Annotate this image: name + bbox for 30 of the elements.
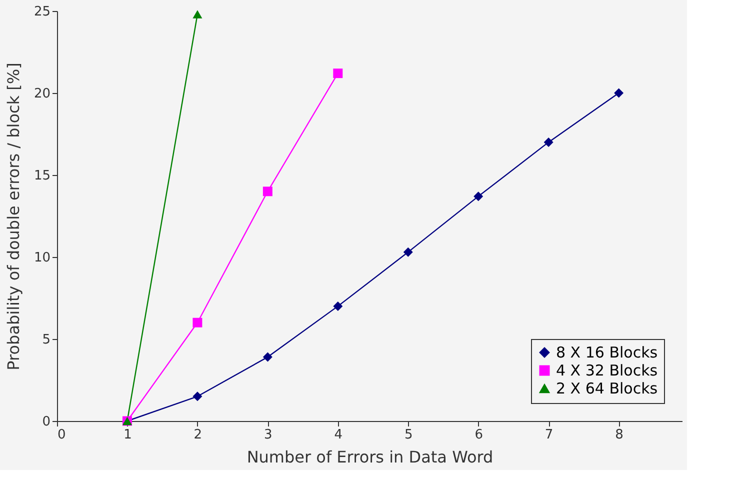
point <box>614 88 624 98</box>
x-tick-label: 6 <box>474 428 483 442</box>
x-tick-label: 1 <box>124 428 132 442</box>
point <box>333 301 343 311</box>
point <box>544 137 554 147</box>
point <box>192 392 202 402</box>
point <box>262 186 272 196</box>
y-axis-title: Probability of double errors / block [%] <box>4 62 23 370</box>
y-tick-label: 20 <box>34 86 50 102</box>
x-tick-label: 8 <box>615 428 624 442</box>
y-tick-label: 10 <box>34 250 50 266</box>
x-tick-label: 4 <box>334 428 343 442</box>
y-tick-label: 5 <box>42 332 50 348</box>
x-tick-label: 3 <box>264 428 272 442</box>
point <box>474 192 484 202</box>
point <box>403 247 413 257</box>
x-tick-label: 2 <box>194 428 202 442</box>
legend-label: 4 X 32 Blocks <box>556 362 658 380</box>
x-tick-label: 5 <box>404 428 413 442</box>
x-axis-title: Number of Errors in Data Word <box>246 448 494 466</box>
legend-label: 2 X 64 Blocks <box>556 380 658 398</box>
point <box>333 68 343 78</box>
legend-label: 8 X 16 Blocks <box>556 344 658 362</box>
x-tick-label: 7 <box>544 428 554 442</box>
y-tick-label: 25 <box>34 4 50 20</box>
y-tick-label: 0 <box>42 414 50 430</box>
x-tick-label: 0 <box>58 428 66 442</box>
y-tick-label: 15 <box>34 168 50 184</box>
point <box>262 352 272 362</box>
point <box>192 318 202 328</box>
